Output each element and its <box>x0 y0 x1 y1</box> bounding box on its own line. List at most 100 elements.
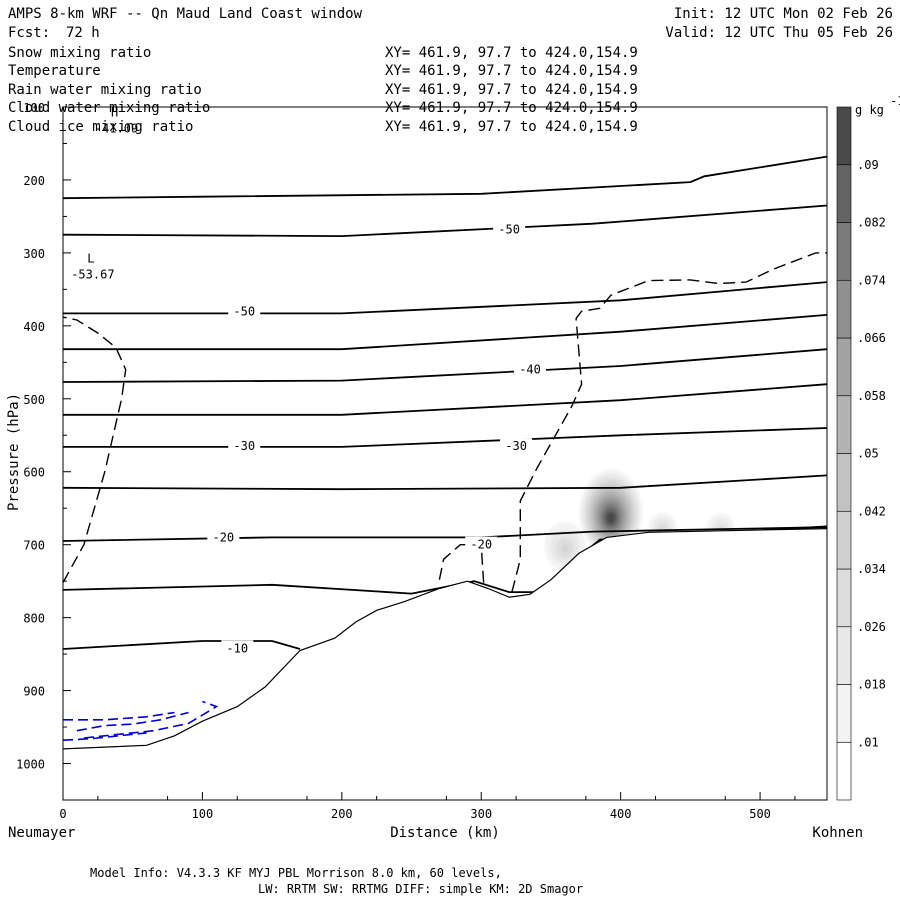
field-legend: Snow mixing ratio XY= 461.9, 97.7 to 424… <box>8 45 638 135</box>
init-time: Init: 12 UTC Mon 02 Feb 26 <box>674 6 893 22</box>
y-tick-label-0: 100 <box>23 101 45 115</box>
colorbar-label-6: .058 <box>857 389 886 403</box>
field-xy-cloud-water: XY= 461.9, 97.7 to 424.0,154.9 <box>385 100 638 116</box>
snow-mixing-ratio-shading <box>544 469 735 571</box>
x-tick-label-5: 500 <box>749 807 771 821</box>
colorbar-units: g kg <box>855 103 884 117</box>
field-name-cloud-water: Cloud water mixing ratio <box>8 100 210 116</box>
isotherm-label-1: -50 <box>498 223 520 237</box>
y-tick-label-6: 700 <box>23 539 45 553</box>
isotherm-label-bg-12 <box>221 640 254 655</box>
extremum-symbol-1: L <box>87 252 94 266</box>
x-tick-label-2: 200 <box>331 807 353 821</box>
field-xy-snow: XY= 461.9, 97.7 to 424.0,154.9 <box>385 45 638 61</box>
y-tick-label-3: 400 <box>23 320 45 334</box>
colorbar-label-7: .066 <box>857 331 886 345</box>
isotherm-5 <box>63 383 827 416</box>
y-tick-label-8: 900 <box>23 685 45 699</box>
extremum-symbol-0: H <box>111 106 118 120</box>
y-axis: 100 200 300 400 500 600 700 800 900 1000 <box>16 101 71 772</box>
snow-shade-level-10 <box>606 511 616 525</box>
terrain-fill <box>63 528 827 800</box>
field-xy-rain: XY= 461.9, 97.7 to 424.0,154.9 <box>385 82 638 98</box>
field-name-rain: Rain water mixing ratio <box>8 82 202 98</box>
isotherm-label-bg-10 <box>465 536 498 551</box>
colorbar-swatch-2 <box>836 626 852 685</box>
colorbar-swatch-9 <box>836 222 852 281</box>
cloud-ice-contour-2 <box>511 252 827 593</box>
field-name-snow: Snow mixing ratio <box>8 45 151 61</box>
isotherm-label-bg-6 <box>228 438 261 453</box>
isotherm-8 <box>63 474 827 491</box>
colorbar-label-10: .09 <box>857 158 879 172</box>
isotherm-label-6: -30 <box>233 439 255 453</box>
forecast-hours: 72 h <box>66 25 100 41</box>
isotherm-label-10: -20 <box>470 538 492 552</box>
colorbar: g kg -1 .01 .018 .026 .034 .042 .05 .058 .066 .0… <box>836 94 900 801</box>
isotherm-0 <box>63 155 827 200</box>
x-start-label: Neumayer <box>8 825 75 841</box>
isotherm-6 <box>63 427 827 448</box>
y-axis-title: Pressure (hPa) <box>6 393 22 511</box>
cloud-water-contour-0 <box>63 711 175 721</box>
x-tick-label-0: 0 <box>59 807 66 821</box>
colorbar-label-3: .034 <box>857 562 886 576</box>
field-xy-temperature: XY= 461.9, 97.7 to 424.0,154.9 <box>385 63 638 79</box>
isotherm-label-bg-7 <box>500 438 533 453</box>
isotherm-1 <box>63 204 827 238</box>
colorbar-label-5: .05 <box>857 447 879 461</box>
figure-title: AMPS 8-km WRF -- Qn Maud Land Coast wind… <box>8 6 363 22</box>
valid-time: Valid: 12 UTC Thu 05 Feb 26 <box>665 25 893 41</box>
snow-shade-level-3 <box>561 545 568 553</box>
y-tick-label-1: 200 <box>23 174 45 188</box>
x-axis-title: Distance (km) <box>390 825 500 841</box>
extremum-value-0: -41.09 <box>95 122 138 136</box>
colorbar-swatch-5 <box>836 453 852 512</box>
y-tick-label-7: 800 <box>23 612 45 626</box>
cloud-water-contours <box>63 700 219 741</box>
cloud-ice-contours <box>63 252 827 593</box>
x-axis: 0 100 200 300 400 500 <box>59 792 796 821</box>
colorbar-swatch-6 <box>836 395 852 454</box>
cloud-water-contour-1 <box>63 732 147 741</box>
y-tick-label-4: 500 <box>23 393 45 407</box>
colorbar-swatch-1 <box>836 684 852 743</box>
isotherm-label-bg-2 <box>228 303 261 318</box>
colorbar-swatch-8 <box>836 279 852 339</box>
isotherm-label-bg-9 <box>207 529 240 544</box>
colorbar-swatch-10 <box>836 164 852 223</box>
x-tick-label-1: 100 <box>192 807 214 821</box>
cloud-ice-contour-1 <box>438 544 485 589</box>
y-tick-label-2: 300 <box>23 247 45 261</box>
isotherm-label-2: -50 <box>233 304 255 318</box>
colorbar-label-2: .026 <box>857 620 886 634</box>
colorbar-units-exponent: -1 <box>890 94 900 108</box>
colorbar-swatch-3 <box>836 568 852 628</box>
isotherm-label-12: -10 <box>226 641 248 655</box>
snow-shade-level-2 <box>657 523 668 534</box>
model-info: Model Info: V4.3.3 KF MYJ PBL Morrison 8… <box>90 866 502 880</box>
field-xy-cloud-ice: XY= 461.9, 97.7 to 424.0,154.9 <box>385 119 638 135</box>
terrain-line <box>63 528 827 750</box>
field-name-temperature: Temperature <box>8 63 101 79</box>
x-tick-label-4: 400 <box>610 807 632 821</box>
y-tick-label-9: 1000 <box>16 758 45 772</box>
isotherm-2 <box>63 281 827 315</box>
field-name-cloud-ice: Cloud ice mixing ratio <box>8 119 193 135</box>
colorbar-label-1: .018 <box>857 678 886 692</box>
plot-frame <box>62 106 828 801</box>
colorbar-label-4: .042 <box>857 504 886 518</box>
isotherm-label-4: -40 <box>519 363 541 377</box>
extremum-value-1: -53.67 <box>71 268 114 282</box>
cloud-ice-contour-0 <box>63 316 127 583</box>
colorbar-swatch-11 <box>836 106 852 166</box>
isotherm-label-bg-1 <box>493 221 526 236</box>
colorbar-label-9: .082 <box>857 216 886 230</box>
isotherm-3 <box>63 314 827 351</box>
terrain-profile <box>63 528 827 800</box>
isotherm-label-7: -30 <box>505 439 527 453</box>
x-tick-label-3: 300 <box>470 807 492 821</box>
isotherm-12 <box>63 640 301 650</box>
isotherm-label-9: -20 <box>212 530 234 544</box>
cloud-water-contour-3 <box>83 700 219 739</box>
